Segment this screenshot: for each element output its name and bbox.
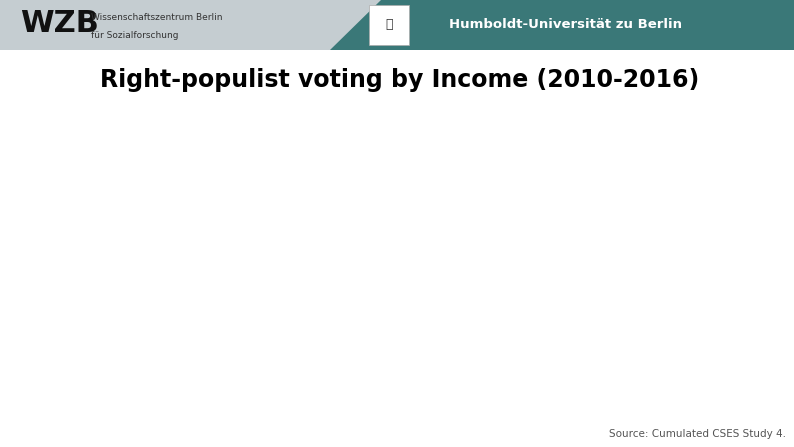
Text: für Sozialforschung: für Sozialforschung — [91, 30, 179, 39]
Text: Humboldt-Universität zu Berlin: Humboldt-Universität zu Berlin — [449, 17, 681, 30]
Text: WZB: WZB — [20, 9, 98, 38]
Text: Right-populist voting by Income (2010-2016): Right-populist voting by Income (2010-20… — [100, 68, 700, 92]
Bar — [369, 5, 409, 45]
Text: Source: Cumulated CSES Study 4.: Source: Cumulated CSES Study 4. — [609, 429, 786, 439]
Text: 🏛: 🏛 — [385, 17, 393, 30]
Text: Wissenschaftszentrum Berlin: Wissenschaftszentrum Berlin — [91, 13, 223, 22]
Polygon shape — [330, 0, 794, 50]
